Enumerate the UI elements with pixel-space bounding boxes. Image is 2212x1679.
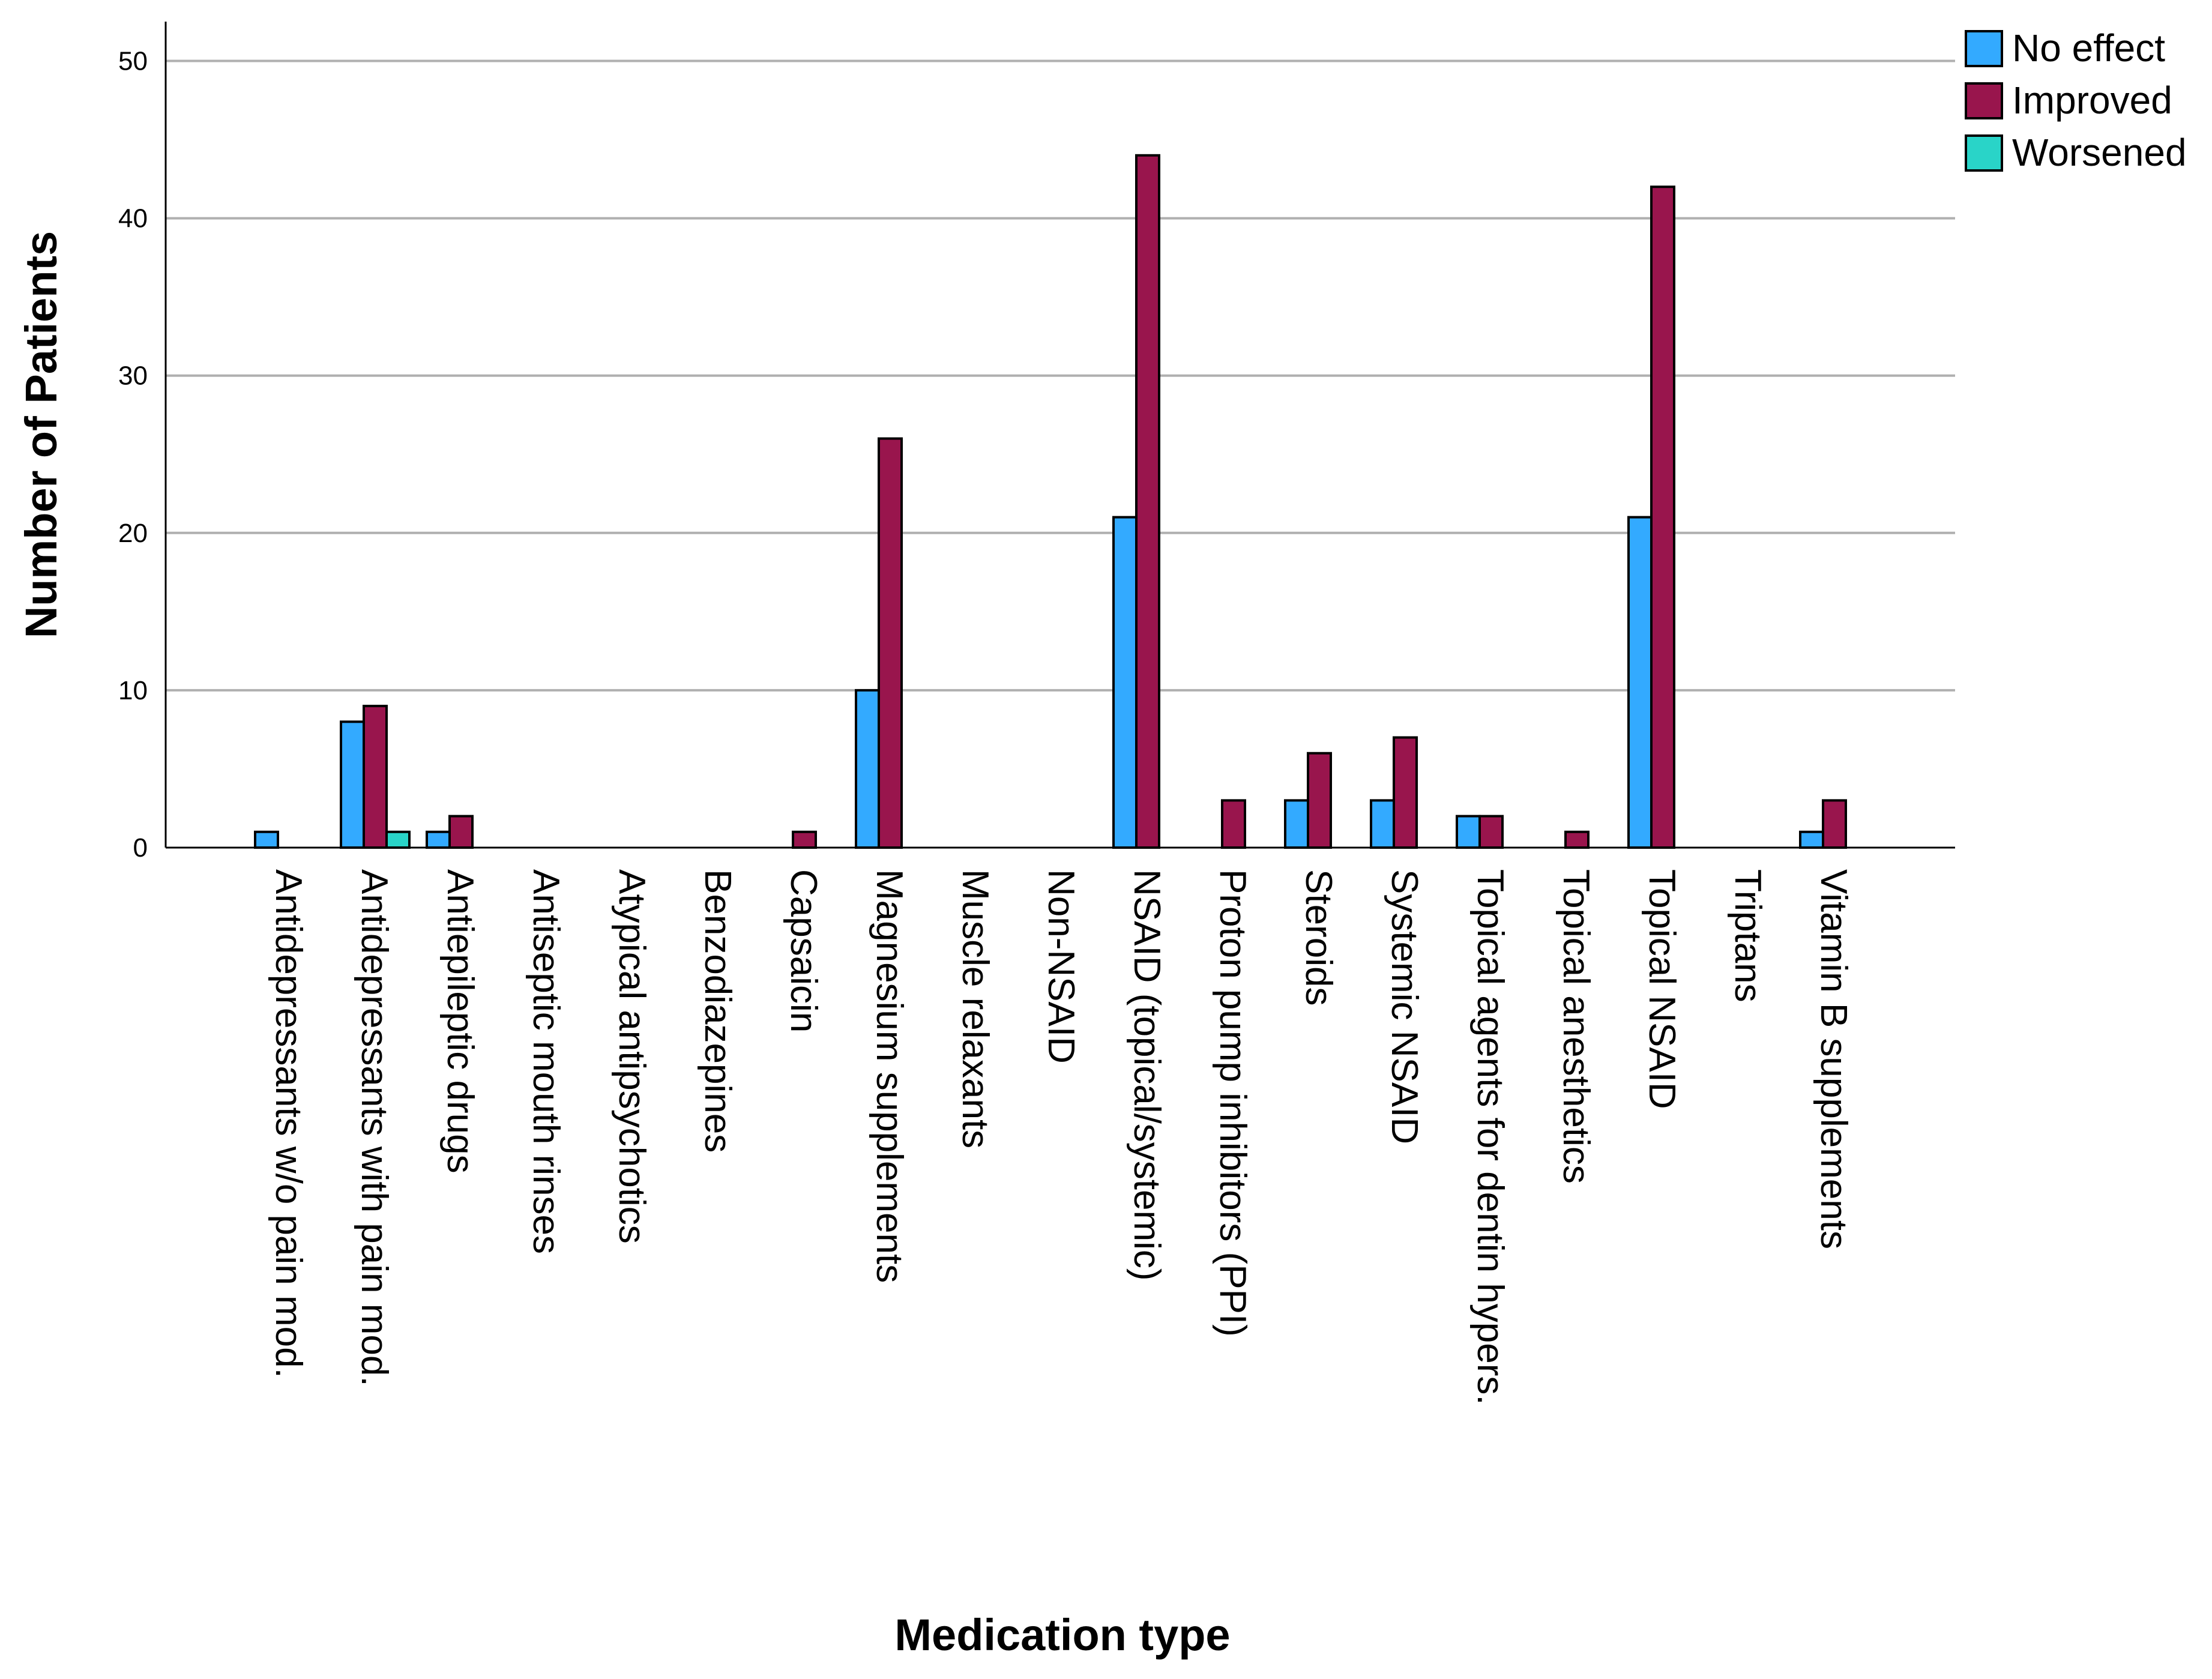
x-tick-label: Atypical antipsychotics [611,869,652,1244]
legend-label: Worsened [2012,131,2187,174]
bar [448,815,474,849]
bar [1478,815,1504,849]
bar [426,830,451,849]
gridlines [166,59,1955,692]
y-tick-labels: 0 10 20 30 40 50 [118,47,148,863]
legend-swatch [1965,134,2003,172]
bar [1650,185,1675,849]
legend: No effect Improved Worsened [1965,26,2187,174]
x-tick-label: Topical NSAID [1641,869,1683,1109]
legend-label: Improved [2012,79,2172,122]
bar [855,689,880,849]
y-tick-label: 0 [133,833,148,863]
x-tick-label: Vitamin B supplements [1813,869,1854,1249]
x-tick-label: Benzodiazepines [697,869,738,1153]
bar [878,437,903,849]
x-tick-label: Non-NSAID [1040,869,1082,1064]
y-tick-label: 10 [118,676,148,705]
x-tick-label: Capsaicin [783,869,824,1032]
legend-label: No effect [2012,26,2165,70]
x-tick-labels: Antidepressants w/o pain mod. Antidepress… [268,869,1854,1405]
bar [792,830,817,849]
x-tick-label: Antiseptic mouth rinses [525,869,567,1254]
bar [1284,799,1309,849]
bar [1112,516,1138,849]
x-tick-label: Topical anesthetics [1555,869,1597,1184]
y-tick-label: 20 [118,519,148,548]
bar [1456,815,1481,849]
x-tick-label: Triptans [1727,869,1768,1002]
y-axis-title: Number of Patients [16,231,66,638]
bar [1627,516,1653,849]
bar [254,830,279,849]
x-axis-title: Medication type [894,1610,1230,1660]
x-tick-label: Magnesium supplements [869,869,910,1283]
bar [1393,736,1418,849]
bar [1135,154,1160,849]
bar [363,705,388,849]
x-tick-label: Systemic NSAID [1384,869,1425,1144]
x-tick-label: Muscle relaxants [954,869,996,1148]
x-tick-label: Topical agents for dentin hypers. [1469,869,1511,1405]
bar [385,830,411,849]
axes [164,22,1955,849]
x-tick-label: Steroids [1298,869,1339,1005]
bar [1370,799,1395,849]
y-tick-label: 40 [118,204,148,234]
y-tick-label: 50 [118,47,148,76]
bar [1564,830,1590,849]
bars [254,154,1847,849]
legend-swatch [1965,82,2003,119]
y-tick-label: 30 [118,361,148,391]
bar [1307,752,1332,849]
bar [1221,799,1246,849]
bar [1822,799,1847,849]
bar [340,720,365,849]
x-tick-label: Antiepileptic drugs [439,869,481,1174]
x-tick-label: Proton pump inhibitors (PPI) [1212,869,1253,1337]
x-tick-label: Antidepressants with pain mod. [354,869,395,1387]
bar [1799,830,1824,849]
x-tick-label: Antidepressants w/o pain mod. [268,869,309,1378]
x-tick-label: NSAID (topical/systemic) [1126,869,1168,1281]
legend-swatch [1965,30,2003,67]
